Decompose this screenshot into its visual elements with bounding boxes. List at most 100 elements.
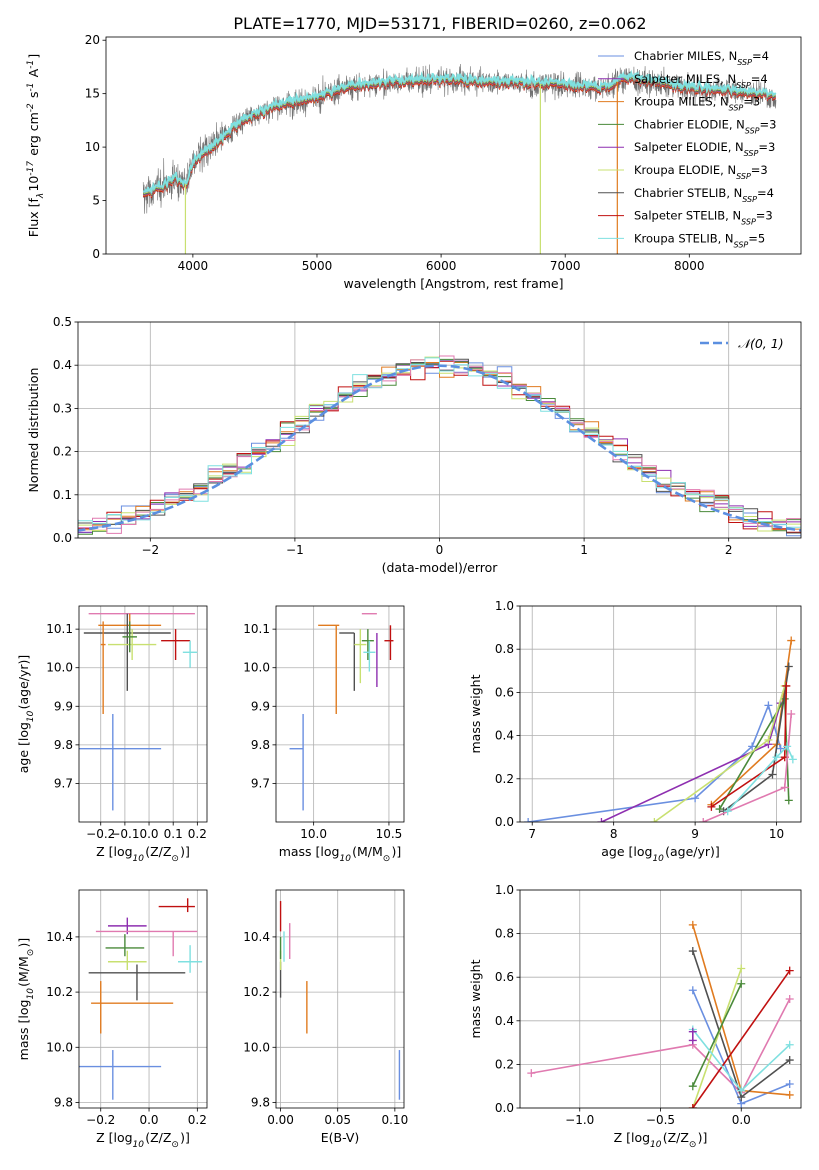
errorbar-point [339, 632, 356, 691]
model-spectrum [142, 76, 777, 199]
series-marker [785, 995, 794, 1003]
legend-entry: 𝒩(0, 1) [738, 336, 784, 351]
x-tick-label: 0.0 [139, 1113, 158, 1127]
y-tick-label: 0.4 [495, 1014, 514, 1028]
errorbar-point [91, 981, 174, 1034]
model-spectrum [142, 74, 777, 197]
x-axis-label: (data-model)/error [382, 560, 499, 575]
x-tick-label: 6000 [426, 259, 457, 273]
x-axis-label: E(B-V) [321, 1130, 360, 1145]
y-tick-label: 0.0 [495, 815, 514, 829]
y-tick-label: 9.7 [54, 776, 73, 790]
errorbar-point [107, 950, 147, 971]
series-marker [784, 662, 793, 671]
mass-vs-ebv-panel: 0.00 0.05 0.10 9.8 10.0 10.2 10.4 E(B-V) [243, 889, 408, 1145]
y-axis-label: mass weight [468, 674, 483, 753]
x-tick-label: 9 [691, 827, 699, 841]
legend-entry: Chabrier STELIB, NSSP=4 [634, 186, 774, 204]
axes-frame: 10.0 10.5 9.7 9.8 9.9 10.0 10.1 mass [log10 (M/… [243, 605, 405, 864]
model-spectrum [142, 69, 777, 193]
model-spectrum [142, 72, 777, 195]
x-tick-label: 0.2 [188, 827, 207, 841]
spectrum-panel: 4000 5000 6000 7000 8000 0 5 10 15 20 wavelength [… [26, 33, 802, 291]
series-marker [737, 979, 746, 988]
x-axis-label: mass [log10 (M/M⊙ )] [279, 844, 402, 864]
y-tick-label: 0.8 [495, 927, 514, 941]
y-axis-label: Normed distribution [26, 368, 41, 493]
series-marker [737, 1086, 746, 1095]
x-tick-label: 0.1 [164, 827, 183, 841]
series-marker [785, 1090, 794, 1099]
series-line [692, 968, 743, 1108]
x-tick-label: 0.0 [732, 1113, 751, 1127]
x-tick-label: 10 [769, 827, 784, 841]
legend-entry: Salpeter STELIB, NSSP=3 [634, 209, 773, 227]
legend-entry: Salpeter MILES, NSSP=4 [634, 72, 768, 90]
y-tick-label: 9.9 [54, 699, 73, 713]
errorbar-point [182, 640, 198, 668]
x-tick-label: −2 [141, 543, 159, 557]
series-line [727, 744, 794, 812]
x-axis-label: Z [log10 (Z/Z⊙ )] [96, 844, 190, 864]
x-tick-label: 1 [580, 543, 588, 557]
series-marker [785, 1080, 794, 1089]
series-marker [768, 770, 777, 779]
series-marker [691, 794, 700, 803]
x-tick-label: 10.0 [300, 827, 327, 841]
x-tick-label: 0 [436, 543, 444, 557]
errorbar-point [88, 964, 186, 1001]
y-tick-label: 10.1 [46, 622, 73, 636]
series-marker [764, 701, 773, 710]
series-line [692, 970, 791, 1108]
x-tick-label: −0.2 [86, 1113, 115, 1127]
errorbar-point [178, 945, 203, 973]
x-tick-label: −0.5 [646, 1113, 675, 1127]
y-axis-label: Flux [fλ 10-17 erg cm-2 s-1 A-1 ] [26, 54, 46, 238]
normal-curve [78, 364, 801, 532]
y-tick-label: 10.0 [46, 1040, 73, 1054]
errorbar-point [361, 629, 374, 660]
y-tick-label: 9.8 [251, 738, 270, 752]
x-tick-label: 5000 [302, 259, 333, 273]
series-marker [527, 1069, 536, 1078]
y-axis-label: mass [log10 (M/M⊙ )] [16, 938, 36, 1061]
y-tick-label: 10.2 [46, 985, 73, 999]
x-tick-label: 0.0 [139, 827, 158, 841]
legend-entry: Kroupa ELODIE, NSSP=3 [634, 163, 768, 181]
x-tick-label: 8000 [674, 259, 705, 273]
plot-area [79, 613, 198, 811]
age-vs-metallicity-panel: −0.2−0.1 0.0 0.1 0.2 9.7 9.8 9.9 10.0 10.1 Z [log… [16, 605, 208, 864]
axes-frame: −2 −1 0 1 2 0.0 0.1 0.2 0.3 0.4 0.5 (data-model)/er… [26, 315, 802, 575]
y-tick-label: 0.4 [495, 729, 514, 743]
model-spectrum [142, 76, 777, 198]
errorbar-point [79, 714, 162, 811]
axes-frame: 0.00 0.05 0.10 9.8 10.0 10.2 10.4 E(B-V) [243, 889, 408, 1145]
series-marker [785, 1040, 794, 1049]
series-line [531, 998, 791, 1095]
y-tick-label: 0.6 [495, 970, 514, 984]
series-marker [785, 966, 794, 975]
errorbar-point [122, 621, 137, 653]
series-marker [715, 805, 724, 814]
model-spectrum [142, 74, 777, 196]
legend-entry: Kroupa MILES, NSSP=3 [634, 95, 760, 113]
errorbar-point [158, 898, 195, 913]
errorbar-point [79, 1050, 162, 1100]
y-tick-label: 0.3 [53, 401, 72, 415]
axes-border [78, 889, 208, 1109]
series-marker [597, 818, 606, 822]
errorbar-point [161, 629, 191, 660]
legend-entry: Kroupa STELIB, NSSP=5 [634, 231, 765, 249]
axes-border [105, 36, 802, 255]
x-tick-label: 10.5 [376, 827, 403, 841]
series-line [601, 702, 782, 822]
series-marker [650, 818, 659, 822]
x-tick-label: 4000 [178, 259, 209, 273]
series-marker [783, 742, 792, 751]
legend-entry: Chabrier MILES, NSSP=4 [634, 49, 769, 67]
series-marker [688, 986, 697, 995]
spectrum-legend: Chabrier MILES, NSSP=4 Salpeter MILES, NS… [598, 49, 776, 249]
y-tick-label: 10 [85, 140, 100, 154]
x-tick-label: 8 [610, 827, 618, 841]
series-marker [776, 744, 785, 753]
